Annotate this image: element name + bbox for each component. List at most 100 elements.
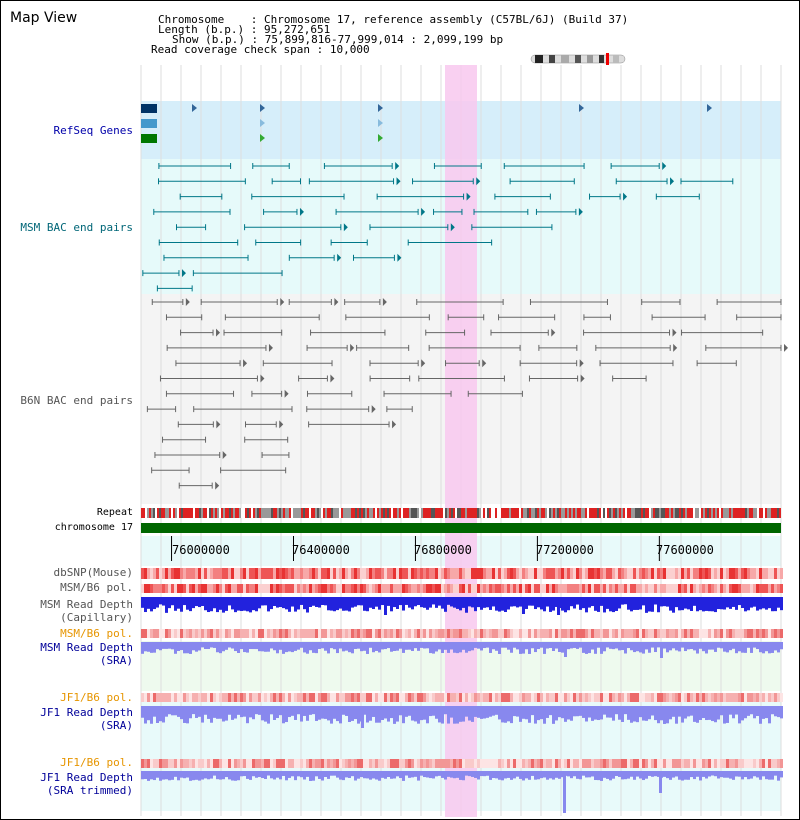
read-depth-bar (360, 771, 363, 778)
polymorphism-cell (558, 584, 561, 593)
read-depth-bar (555, 642, 558, 649)
polymorphism-cell (468, 584, 471, 593)
read-depth-bar (768, 706, 771, 724)
polymorphism-cell (480, 584, 483, 593)
polymorphism-cell (642, 584, 645, 593)
polymorphism-cell (765, 568, 768, 579)
polymorphism-cell (333, 759, 336, 768)
read-depth-bar (246, 706, 249, 724)
read-depth-bar (702, 771, 705, 777)
repeat-block (455, 508, 457, 518)
read-depth-bar (390, 771, 393, 779)
refseq-gene-mark (260, 134, 265, 142)
repeat-block (513, 508, 515, 518)
read-depth-bar (690, 597, 693, 612)
repeat-block (251, 508, 253, 518)
read-depth-bar (315, 771, 318, 777)
read-depth-bar (411, 706, 414, 721)
read-depth-bar (426, 771, 429, 778)
polymorphism-cell (366, 693, 369, 702)
track-label-msm-bac[interactable]: MSM BAC end pairs (20, 221, 133, 234)
polymorphism-cell (297, 584, 300, 593)
polymorphism-cell (483, 759, 486, 768)
polymorphism-cell (414, 568, 417, 579)
track-label-b6n-bac[interactable]: B6N BAC end pairs (20, 394, 133, 407)
polymorphism-cell (549, 759, 552, 768)
read-depth-bar (756, 597, 759, 611)
repeat-block (505, 508, 507, 518)
repeat-block (637, 508, 639, 518)
polymorphism-cell (258, 693, 261, 702)
polymorphism-cell (159, 629, 162, 638)
polymorphism-cell (453, 759, 456, 768)
polymorphism-cell (294, 629, 297, 638)
read-depth-bar (666, 597, 669, 607)
read-depth-bar (666, 706, 669, 724)
polymorphism-cell (234, 584, 237, 593)
read-depth-bar (579, 597, 582, 610)
polymorphism-cell (579, 693, 582, 702)
chromosome-ideogram[interactable] (529, 53, 629, 65)
repeat-block (503, 508, 505, 518)
polymorphism-cell (630, 693, 633, 702)
polymorphism-cell (162, 584, 165, 593)
polymorphism-cell (141, 759, 144, 768)
polymorphism-cell (345, 629, 348, 638)
read-depth-bar (339, 597, 342, 609)
polymorphism-cell (297, 629, 300, 638)
bac-arrow (395, 162, 400, 170)
read-depth-bar (642, 642, 645, 654)
read-depth-bar (219, 706, 222, 719)
polymorphism-cell (555, 759, 558, 768)
repeat-block (557, 508, 559, 518)
polymorphism-cell (234, 693, 237, 702)
polymorphism-cell (714, 693, 717, 702)
polymorphism-cell (267, 759, 270, 768)
repeat-block (277, 508, 279, 518)
read-depth-bar (144, 771, 147, 780)
track-label-refseq[interactable]: RefSeq Genes (53, 124, 133, 137)
polymorphism-cell (366, 629, 369, 638)
polymorphism-cell (390, 693, 393, 702)
polymorphism-cell (396, 629, 399, 638)
repeat-block (369, 508, 371, 518)
polymorphism-cell (495, 693, 498, 702)
read-depth-bar (471, 706, 474, 722)
polymorphism-cell (612, 568, 615, 579)
polymorphism-cell (555, 629, 558, 638)
polymorphism-cell (651, 759, 654, 768)
read-depth-bar (579, 642, 582, 648)
polymorphism-cell (324, 759, 327, 768)
polymorphism-cell (351, 568, 354, 579)
polymorphism-cell (441, 584, 444, 593)
polymorphism-cell (558, 693, 561, 702)
polymorphism-cell (750, 584, 753, 593)
repeat-block (643, 508, 645, 518)
read-depth-bar (216, 706, 219, 719)
read-depth-bar (231, 706, 234, 720)
repeat-block (413, 508, 415, 518)
repeat-block (679, 508, 681, 518)
read-depth-bar (342, 771, 345, 781)
read-depth-bar (201, 597, 204, 607)
polymorphism-cell (648, 693, 651, 702)
read-depth-bar (765, 597, 768, 610)
polymorphism-cell (165, 629, 168, 638)
read-depth-bar (273, 706, 276, 720)
polymorphism-cell (342, 568, 345, 579)
polymorphism-cell (321, 629, 324, 638)
repeat-block (549, 508, 551, 518)
read-depth-bar (336, 597, 339, 611)
read-depth-bar (618, 597, 621, 609)
polymorphism-cell (582, 629, 585, 638)
read-depth-bar (534, 706, 537, 724)
read-depth-bar (453, 597, 456, 608)
polymorphism-cell (345, 759, 348, 768)
repeat-block (325, 508, 327, 518)
polymorphism-cell (330, 568, 333, 579)
read-depth-bar (741, 642, 744, 653)
repeat-block (205, 508, 207, 518)
read-depth-bar (216, 771, 219, 780)
polymorphism-cell (669, 759, 672, 768)
